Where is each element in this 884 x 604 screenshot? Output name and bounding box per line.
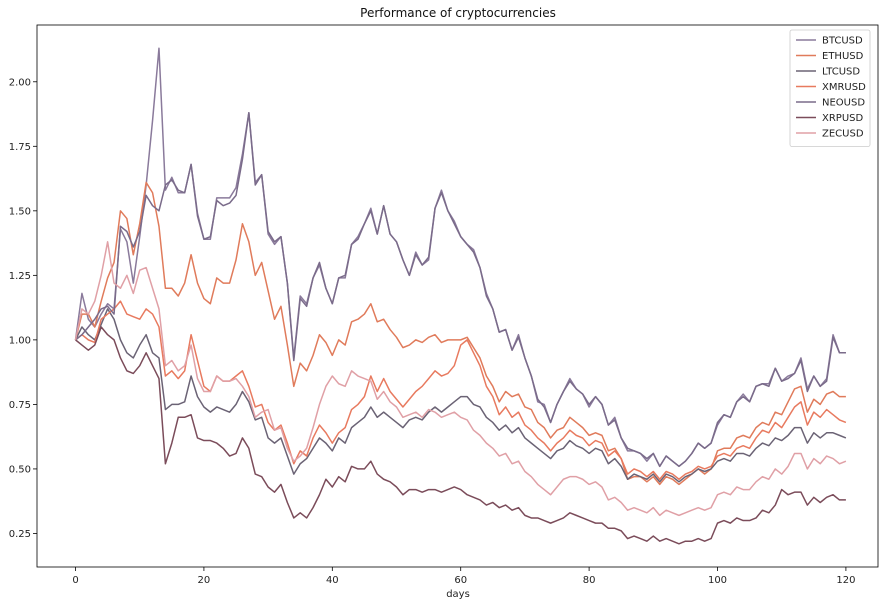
plot-frame	[36, 24, 879, 568]
y-tick-label: 1.50	[9, 206, 31, 217]
series-line-ltcusd	[74, 308, 847, 483]
y-tick-label: 0.50	[9, 464, 31, 475]
x-tick-label: 0	[72, 575, 78, 586]
y-axis: 0.25 0.50 0.75 1.00 1.25 1.50 1.75 2.00	[9, 77, 37, 540]
series-line-xrpusd	[75, 326, 846, 545]
legend-label-zecusd: ZECUSD	[822, 129, 864, 140]
legend-label-ethusd: ETHUSD	[822, 51, 864, 62]
legend-label-neousd: NEOUSD	[822, 98, 865, 109]
series-line-xmrusd	[75, 300, 847, 480]
x-tick-label: 80	[583, 575, 596, 586]
series-line-ethusd	[74, 181, 846, 486]
x-tick-label: 60	[454, 575, 467, 586]
x-axis: 0 20 40 60 80 100 120	[72, 567, 855, 586]
series-layer	[74, 47, 847, 545]
chart-title: Performance of cryptocurrencies	[360, 6, 556, 20]
x-tick-label: 20	[198, 575, 211, 586]
y-tick-label: 1.75	[9, 142, 31, 153]
legend-label-xmrusd: XMRUSD	[822, 82, 866, 93]
y-tick-label: 1.25	[9, 271, 31, 282]
legend-label-xrpusd: XRPUSD	[822, 113, 863, 124]
x-axis-title: days	[446, 589, 470, 600]
legend: BTCUSD ETHUSD LTCUSD XMRUSD NEOUSD XRPUSD ZECU…	[789, 29, 871, 147]
y-tick-label: 2.00	[9, 77, 31, 88]
x-tick-label: 40	[326, 575, 339, 586]
series-line-zecusd	[74, 241, 847, 517]
y-tick-label: 0.25	[9, 529, 31, 540]
legend-label-ltcusd: LTCUSD	[822, 67, 860, 78]
x-tick-label: 120	[836, 575, 855, 586]
y-tick-label: 1.00	[9, 335, 31, 346]
series-line-neousd	[75, 112, 846, 468]
x-tick-label: 100	[708, 575, 727, 586]
y-tick-label: 0.75	[9, 400, 31, 411]
legend-label-btcusd: BTCUSD	[822, 36, 863, 47]
